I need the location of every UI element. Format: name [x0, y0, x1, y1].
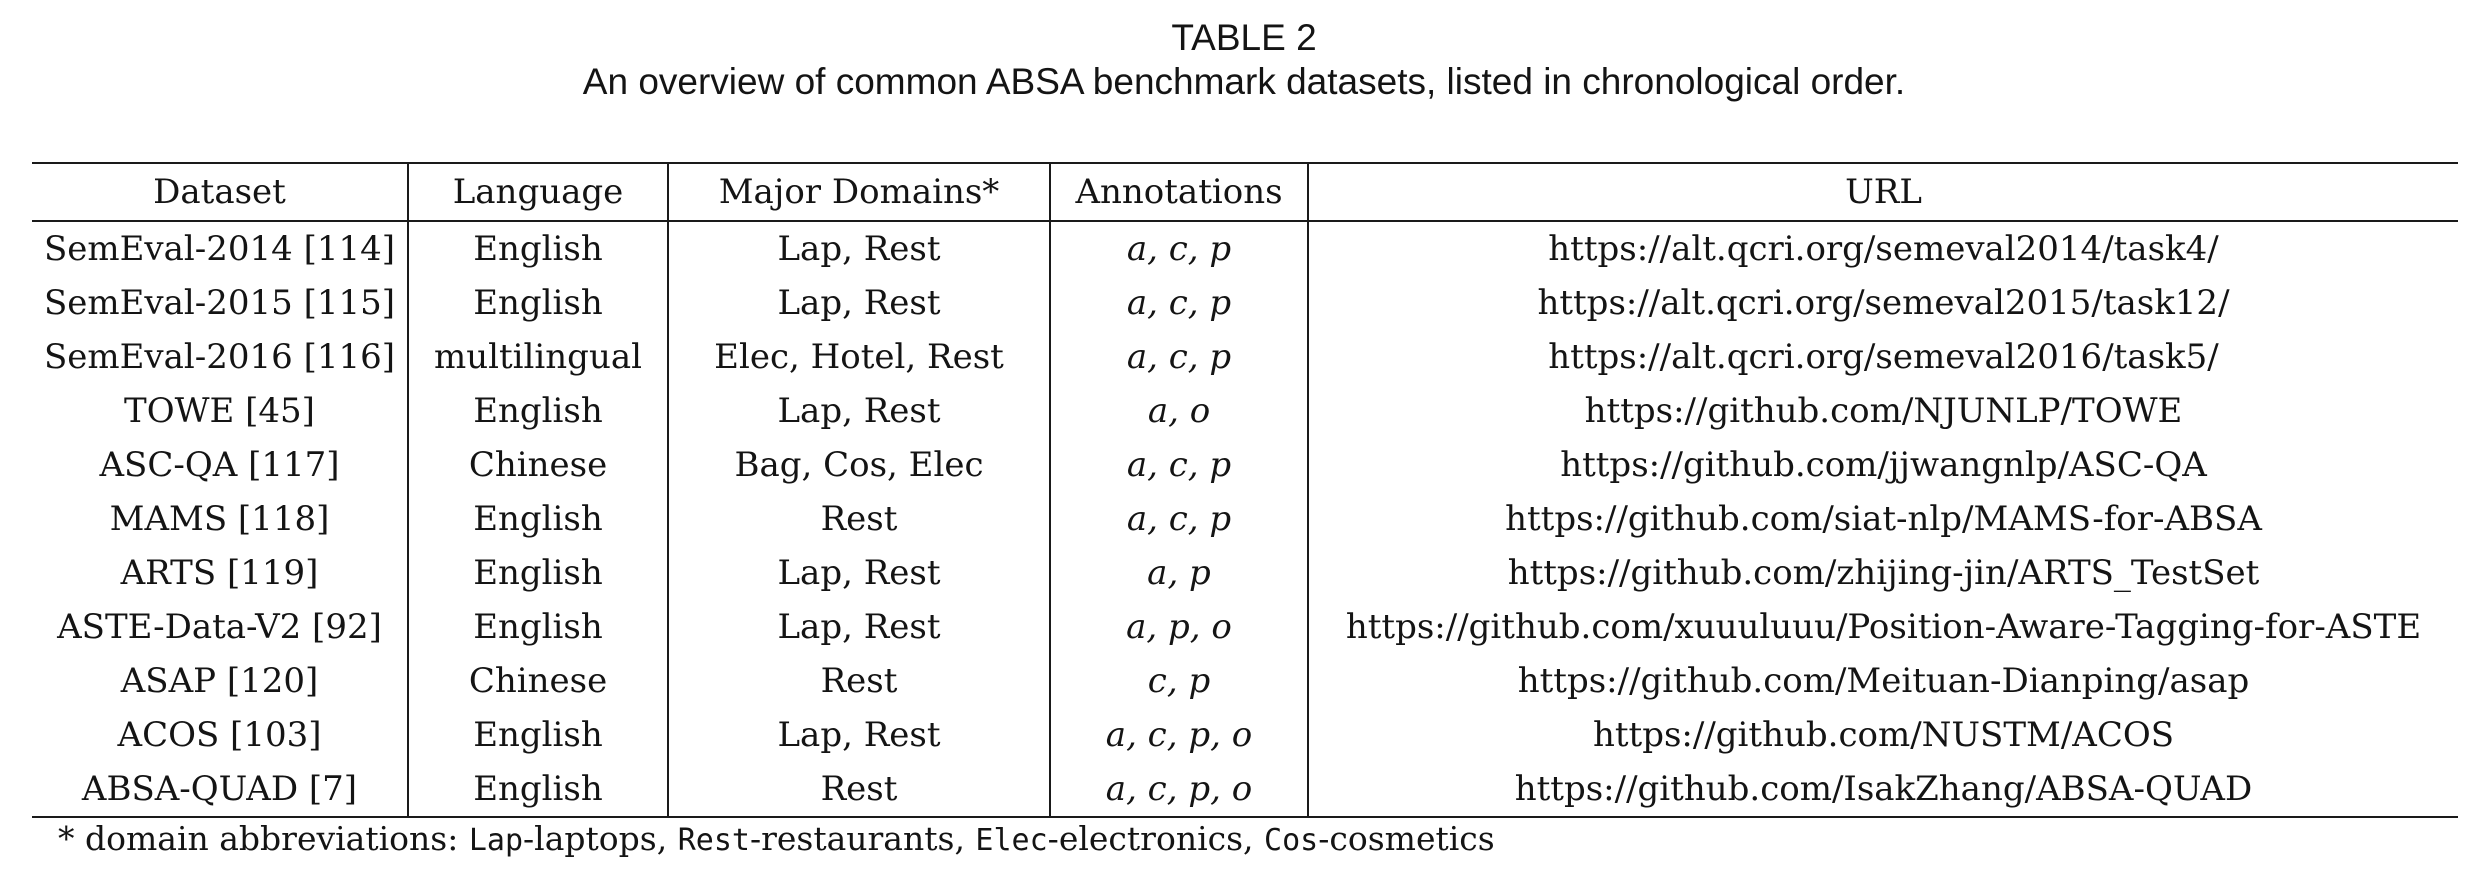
cell-dataset: ASAP [120]	[120, 661, 319, 701]
datasets-table: Dataset Language Major Domains* Annotati…	[32, 162, 2458, 818]
table-row: ABSA-QUAD [7] English Rest a, c, p, o https:…	[32, 762, 2458, 818]
footnote-code: Cos	[1264, 823, 1319, 858]
table-row: ASTE-Data-V2 [92] English Lap, Rest a, p, o…	[32, 600, 2458, 654]
footnote-meaning: -cosmetics	[1318, 819, 1495, 858]
cell-annotations: a, p	[1049, 546, 1308, 600]
cell-dataset: ABSA-QUAD [7]	[32, 762, 408, 818]
cell-domains: Lap, Rest	[667, 600, 1050, 654]
cell-dataset: ARTS [119]	[120, 553, 319, 593]
table-row: SemEval-2015 [115] English Lap, Rest a, c, …	[32, 276, 2458, 330]
cell-url: https://alt.qcri.org/semeval2014/task4/	[1307, 221, 2458, 276]
header-domains: Major Domains*	[667, 162, 1050, 222]
table-caption: TABLE 2 An overview of common ABSA bench…	[0, 16, 2488, 104]
cell-language: English	[407, 276, 668, 330]
cell-domains: Lap, Rest	[667, 221, 1050, 276]
cell-annotations: a, c, p	[1049, 492, 1308, 546]
cell-language: English	[407, 221, 668, 276]
cell-dataset: MAMS [118]	[109, 499, 330, 539]
cell-annotations: c, p	[1049, 654, 1308, 708]
table-title: An overview of common ABSA benchmark dat…	[582, 61, 1906, 102]
footnote-code: Rest	[677, 823, 750, 858]
footnote-separator: ,	[954, 819, 976, 858]
table-body: SemEval-2014 [114] English Lap, Rest a, c, …	[32, 221, 2458, 818]
table-header-row: Dataset Language Major Domains* Annotati…	[32, 162, 2458, 222]
cell-url: https://github.com/NJUNLP/TOWE	[1307, 384, 2458, 438]
cell-url: https://github.com/IsakZhang/ABSA-QUAD	[1307, 762, 2458, 818]
cell-domains: Rest	[667, 762, 1050, 818]
cell-annotations: a, c, p, o	[1049, 762, 1308, 818]
cell-language: English	[407, 708, 668, 762]
footnote-meaning: -restaurants	[749, 819, 955, 858]
cell-annotations: a, c, p	[1049, 221, 1308, 276]
cell-dataset: TOWE [45]	[124, 391, 315, 431]
cell-language: Chinese	[407, 438, 668, 492]
cell-domains: Bag, Cos, Elec	[667, 438, 1050, 492]
cell-url: https://alt.qcri.org/semeval2016/task5/	[1307, 330, 2458, 384]
cell-language: English	[407, 492, 668, 546]
cell-annotations: a, c, p	[1049, 438, 1308, 492]
cell-domains: Rest	[667, 654, 1050, 708]
cell-dataset: ASTE-Data-V2 [92]	[57, 607, 382, 647]
cell-dataset: ASC-QA [117]	[99, 445, 340, 485]
cell-dataset: SemEval-2014 [114]	[43, 229, 396, 269]
footnote-code: Elec	[975, 823, 1048, 858]
cell-url: https://github.com/jjwangnlp/ASC-QA	[1307, 438, 2458, 492]
footnote: * domain abbreviations: Lap-laptops, Res…	[58, 818, 1495, 862]
footnote-meaning: -electronics	[1047, 819, 1244, 858]
cell-domains: Rest	[667, 492, 1050, 546]
header-url: URL	[1307, 162, 2458, 222]
cell-language: multilingual	[407, 330, 668, 384]
cell-language: English	[407, 546, 668, 600]
cell-domains: Elec, Hotel, Rest	[667, 330, 1050, 384]
cell-domains: Lap, Rest	[667, 276, 1050, 330]
table-row: ACOS [103] English Lap, Rest a, c, p, o http…	[32, 708, 2458, 762]
header-dataset: Dataset	[32, 162, 408, 222]
footnote-separator: ,	[656, 819, 678, 858]
cell-dataset: SemEval-2016 [116]	[43, 337, 396, 377]
table-row: ASC-QA [117] Chinese Bag, Cos, Elec a, c, p…	[32, 438, 2458, 492]
cell-url: https://github.com/siat-nlp/MAMS-for-ABS…	[1307, 492, 2458, 546]
cell-annotations: a, o	[1049, 384, 1308, 438]
cell-url: https://github.com/zhijing-jin/ARTS_Test…	[1307, 546, 2458, 600]
header-annotations: Annotations	[1049, 162, 1308, 222]
table-row: SemEval-2014 [114] English Lap, Rest a, c, …	[32, 221, 2458, 276]
table-row: ARTS [119] English Lap, Rest a, p https://gi…	[32, 546, 2458, 600]
footnote-code: Lap	[468, 823, 524, 858]
table-row: MAMS [118] English Rest a, c, p https://gith…	[32, 492, 2458, 546]
table-row: TOWE [45] English Lap, Rest a, o https://git…	[32, 384, 2458, 438]
cell-annotations: a, c, p, o	[1049, 708, 1308, 762]
cell-url: https://github.com/Meituan-Dianping/asap	[1307, 654, 2458, 708]
footnote-prefix: * domain abbreviations:	[58, 819, 469, 858]
cell-annotations: a, c, p	[1049, 330, 1308, 384]
cell-language: English	[407, 762, 668, 818]
cell-domains: Lap, Rest	[667, 708, 1050, 762]
table-row: SemEval-2016 [116] multilingual Elec, Hote…	[32, 330, 2458, 384]
cell-domains: Lap, Rest	[667, 546, 1050, 600]
cell-language: English	[407, 384, 668, 438]
cell-domains: Lap, Rest	[667, 384, 1050, 438]
cell-dataset: ACOS [103]	[117, 715, 322, 755]
cell-url: https://github.com/xuuuluuu/Position-Awa…	[1307, 600, 2458, 654]
table-label: TABLE 2	[1171, 17, 1317, 58]
cell-annotations: a, c, p	[1049, 276, 1308, 330]
header-language: Language	[407, 162, 668, 222]
cell-url: https://alt.qcri.org/semeval2015/task12/	[1307, 276, 2458, 330]
footnote-meaning: -laptops	[523, 819, 657, 858]
cell-annotations: a, p, o	[1049, 600, 1308, 654]
cell-dataset: SemEval-2015 [115]	[43, 283, 396, 323]
cell-language: Chinese	[407, 654, 668, 708]
cell-language: English	[407, 600, 668, 654]
table-row: ASAP [120] Chinese Rest c, p https://github.…	[32, 654, 2458, 708]
cell-url: https://github.com/NUSTM/ACOS	[1307, 708, 2458, 762]
footnote-separator: ,	[1243, 819, 1265, 858]
